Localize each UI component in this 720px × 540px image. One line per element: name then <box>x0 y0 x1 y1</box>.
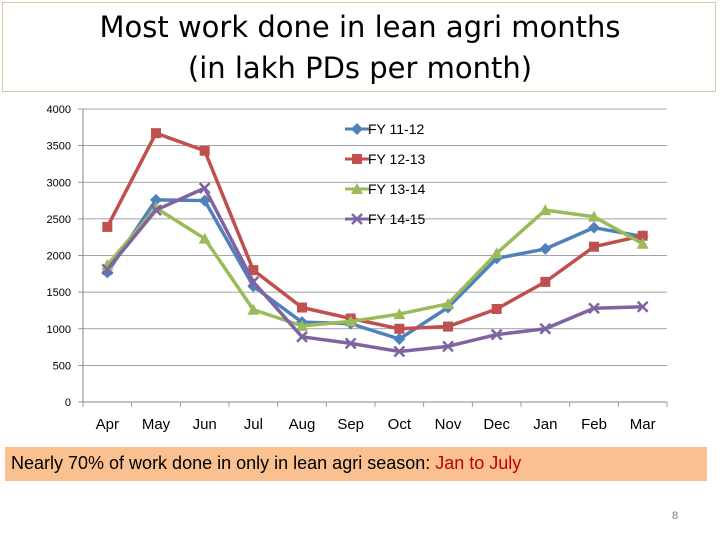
data-point-fy-14-15 <box>442 340 454 353</box>
x-tick-label-oct: Oct <box>388 416 412 433</box>
data-point-fy-12-13 <box>199 145 210 156</box>
y-tick-label: 3000 <box>47 177 71 189</box>
data-point-fy-11-12 <box>539 242 552 255</box>
x-tick-label-nov: Nov <box>435 416 462 433</box>
series-line-fy-12-13 <box>105 131 644 331</box>
data-point-fy-12-13 <box>248 265 259 276</box>
banner-text: Nearly 70% of work done in only in lean … <box>11 453 521 474</box>
series-line-fy-13-14 <box>106 206 644 328</box>
y-tick-label: 2000 <box>47 251 71 263</box>
data-point-fy-12-13 <box>491 303 502 314</box>
banner-highlight-text: Jan to July <box>435 453 522 473</box>
data-point-fy-12-13 <box>297 302 307 313</box>
x-tick-label-mar: Mar <box>630 416 656 433</box>
x-tick-label-jan: Jan <box>533 416 557 433</box>
data-point-fy-13-14 <box>490 247 503 259</box>
data-point-fy-14-15 <box>588 302 600 315</box>
y-tick-label: 3500 <box>47 141 71 153</box>
data-point-fy-13-14 <box>636 237 649 249</box>
series-line-fy-11-12 <box>105 198 643 341</box>
data-point-fy-12-13 <box>151 128 161 139</box>
data-point-fy-14-15 <box>344 337 357 350</box>
x-tick-label-may: May <box>142 416 171 433</box>
legend-marker-fy-13-14 <box>351 183 363 194</box>
x-tick-label-jul: Jul <box>244 416 263 433</box>
data-point-fy-13-14 <box>247 303 260 315</box>
data-point-fy-11-12 <box>588 221 600 234</box>
data-point-fy-13-14 <box>344 315 357 327</box>
legend-marker-fy-14-15 <box>351 213 363 225</box>
x-tick-label-aug: Aug <box>289 416 316 433</box>
data-point-fy-14-15 <box>636 300 649 313</box>
data-point-fy-14-15 <box>490 328 503 341</box>
data-point-fy-14-15 <box>393 345 406 358</box>
data-point-fy-12-13 <box>394 323 405 334</box>
y-tick-label: 500 <box>53 360 71 372</box>
data-point-fy-13-14 <box>198 232 211 244</box>
data-point-fy-12-13 <box>540 276 551 287</box>
x-tick-label-feb: Feb <box>581 416 607 433</box>
page-number: 8 <box>671 510 679 522</box>
data-point-fy-13-14 <box>588 210 600 222</box>
data-point-fy-14-15 <box>296 330 308 343</box>
data-point-fy-14-15 <box>247 275 260 288</box>
data-point-fy-12-13 <box>589 241 599 252</box>
slide-title-line-1: Most work done in lean agri months <box>99 10 621 44</box>
data-point-fy-14-15 <box>198 182 211 194</box>
legend-label-fy-12-13: FY 12-13 <box>368 151 426 167</box>
x-tick-label-dec: Dec <box>483 416 510 433</box>
data-point-fy-11-12 <box>393 333 406 346</box>
data-point-fy-14-15 <box>150 204 162 216</box>
data-point-fy-13-14 <box>539 204 552 216</box>
x-tick-label-apr: Apr <box>96 416 119 433</box>
y-tick-label: 1000 <box>47 324 71 336</box>
data-point-fy-12-13 <box>443 321 453 332</box>
slide-title-line-2: (in lakh PDs per month) <box>187 51 533 85</box>
data-point-fy-11-12 <box>150 193 162 206</box>
data-point-fy-13-14 <box>393 308 406 320</box>
data-point-fy-12-13 <box>637 230 648 241</box>
banner-main-text: Nearly 70% of work done in only in lean … <box>11 453 436 473</box>
line-chart: 0 500 1000 1500 2000 2500 3000 3500 4000 Apr May Ju… <box>47 104 668 433</box>
data-point-fy-13-14 <box>442 297 454 309</box>
legend-marker-fy-11-12 <box>351 123 363 135</box>
data-point-fy-13-14 <box>296 319 308 331</box>
key-message-banner: Nearly 70% of work done in only in lean … <box>5 447 707 481</box>
legend-label-fy-14-15: FY 14-15 <box>368 211 426 227</box>
data-point-fy-14-15 <box>101 263 114 276</box>
y-tick-label: 2500 <box>47 214 71 226</box>
y-tick-label: 0 <box>65 397 71 409</box>
legend-label-fy-13-14: FY 13-14 <box>368 181 426 197</box>
data-point-fy-14-15 <box>539 322 552 335</box>
legend-label-fy-11-12: FY 11-12 <box>368 121 425 137</box>
data-point-fy-12-13 <box>102 221 113 232</box>
title-box: Most work done in lean agri months (in l… <box>2 2 716 92</box>
legend-marker-fy-12-13 <box>352 154 362 164</box>
x-tick-label-jun: Jun <box>193 416 217 433</box>
y-tick-label: 1500 <box>47 287 71 299</box>
y-tick-label: 4000 <box>47 104 71 116</box>
x-tick-label-sep: Sep <box>337 416 364 433</box>
series-line-fy-14-15 <box>105 186 643 354</box>
